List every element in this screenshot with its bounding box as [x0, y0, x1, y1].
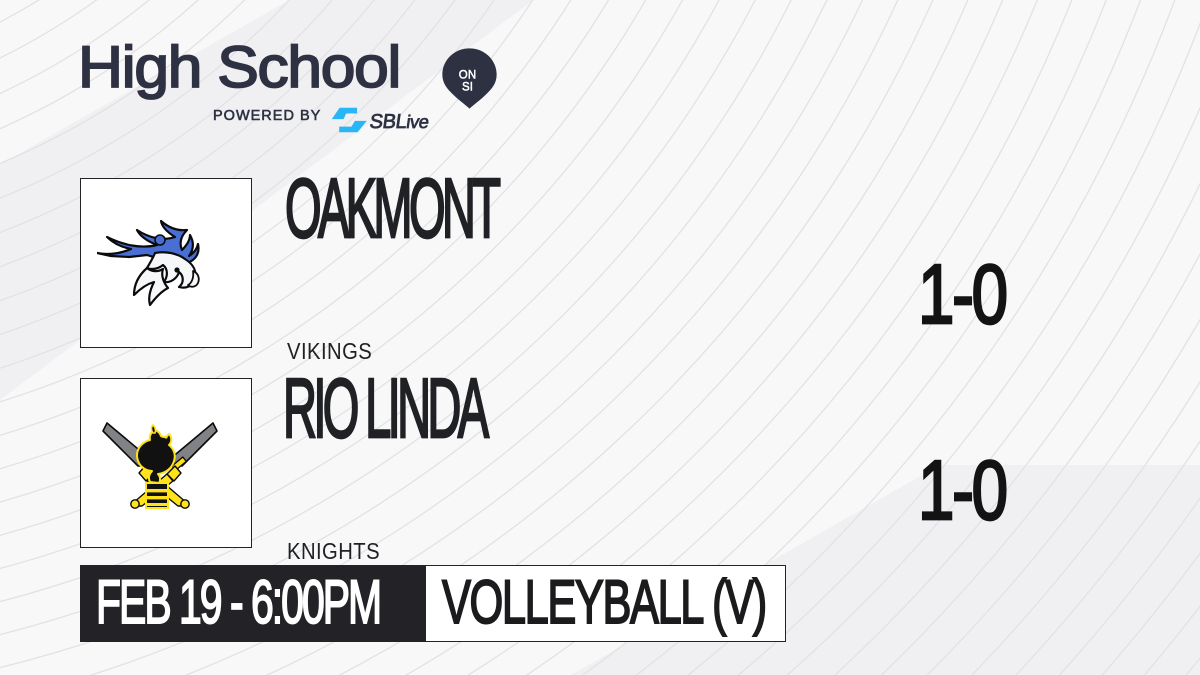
svg-text:SBLive: SBLive — [368, 111, 430, 133]
svg-text:SI: SI — [462, 79, 473, 94]
